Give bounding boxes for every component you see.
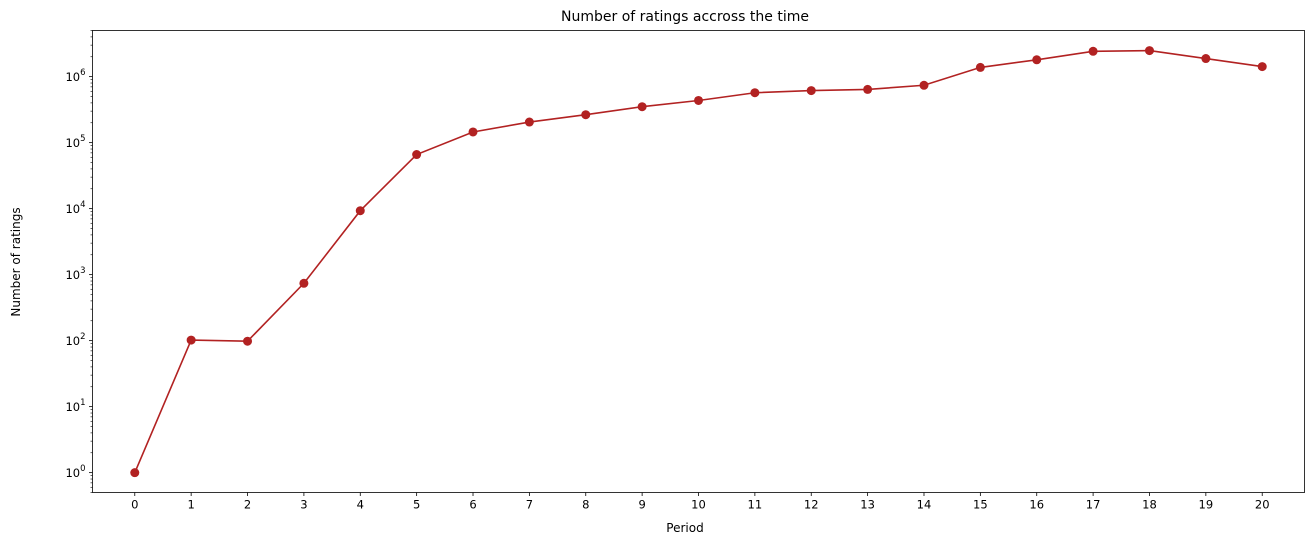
- data-point: [919, 80, 929, 90]
- x-tick-label: 19: [1199, 498, 1214, 512]
- chart-title: Number of ratings accross the time: [561, 9, 809, 25]
- series-line: [134, 49, 1263, 473]
- data-point: [694, 95, 703, 105]
- data-point: [186, 335, 196, 345]
- x-tick-label: 16: [1029, 498, 1044, 512]
- data-point: [243, 336, 253, 346]
- data-point: [299, 278, 309, 288]
- y-tick-label: 101: [65, 398, 85, 414]
- data-point: [806, 86, 816, 96]
- x-tick-label: 17: [1086, 498, 1101, 512]
- data-point: [130, 468, 140, 478]
- data-point: [637, 102, 647, 112]
- y-tick-label: 103: [65, 266, 85, 282]
- x-tick-label: 1: [187, 498, 194, 512]
- x-tick-label: 5: [413, 498, 420, 512]
- x-tick-label: 20: [1255, 498, 1270, 512]
- x-tick-label: 8: [582, 498, 589, 512]
- x-tick-label: 7: [526, 498, 533, 512]
- data-point: [1257, 62, 1267, 72]
- data-point: [1144, 46, 1154, 56]
- x-tick-label: 4: [357, 498, 364, 512]
- x-tick-label: 10: [691, 498, 706, 512]
- x-tick-label: 9: [638, 498, 645, 512]
- data-point: [355, 206, 365, 216]
- data-point: [1201, 54, 1211, 64]
- x-tick-label: 14: [917, 498, 932, 512]
- x-axis-ticks: 0 1 2 3 4 5 6 7 8 9 10 11 12 13 14 15 16 17 18 19 20: [131, 492, 1270, 512]
- y-tick-label: 105: [65, 134, 85, 150]
- x-tick-label: 2: [244, 498, 251, 512]
- y-tick-label: 106: [65, 68, 85, 84]
- series-points: [130, 46, 1267, 478]
- data-point: [975, 62, 985, 72]
- x-tick-label: 3: [300, 498, 307, 512]
- x-tick-label: 11: [748, 498, 763, 512]
- data-point: [1032, 55, 1042, 65]
- y-tick-label: 100: [65, 464, 85, 480]
- y-tick-label: 102: [65, 332, 85, 348]
- y-axis-ticks: 100 101 102 103 104 105 106: [65, 68, 93, 480]
- x-tick-label: 0: [131, 498, 138, 512]
- data-point: [468, 127, 478, 137]
- x-tick-label: 6: [469, 498, 476, 512]
- x-axis-label: Period: [666, 521, 703, 535]
- x-tick-label: 15: [973, 498, 988, 512]
- data-point: [750, 88, 760, 98]
- plot-frame: [92, 30, 1305, 493]
- x-tick-label: 18: [1142, 498, 1157, 512]
- y-axis-label: Number of ratings: [9, 207, 23, 316]
- data-point: [863, 84, 873, 94]
- x-tick-label: 13: [860, 498, 875, 512]
- data-point: [524, 117, 534, 127]
- x-tick-label: 12: [804, 498, 819, 512]
- data-point: [1088, 46, 1098, 56]
- data-point: [581, 110, 591, 120]
- y-tick-label: 104: [65, 200, 85, 216]
- data-point: [412, 150, 422, 160]
